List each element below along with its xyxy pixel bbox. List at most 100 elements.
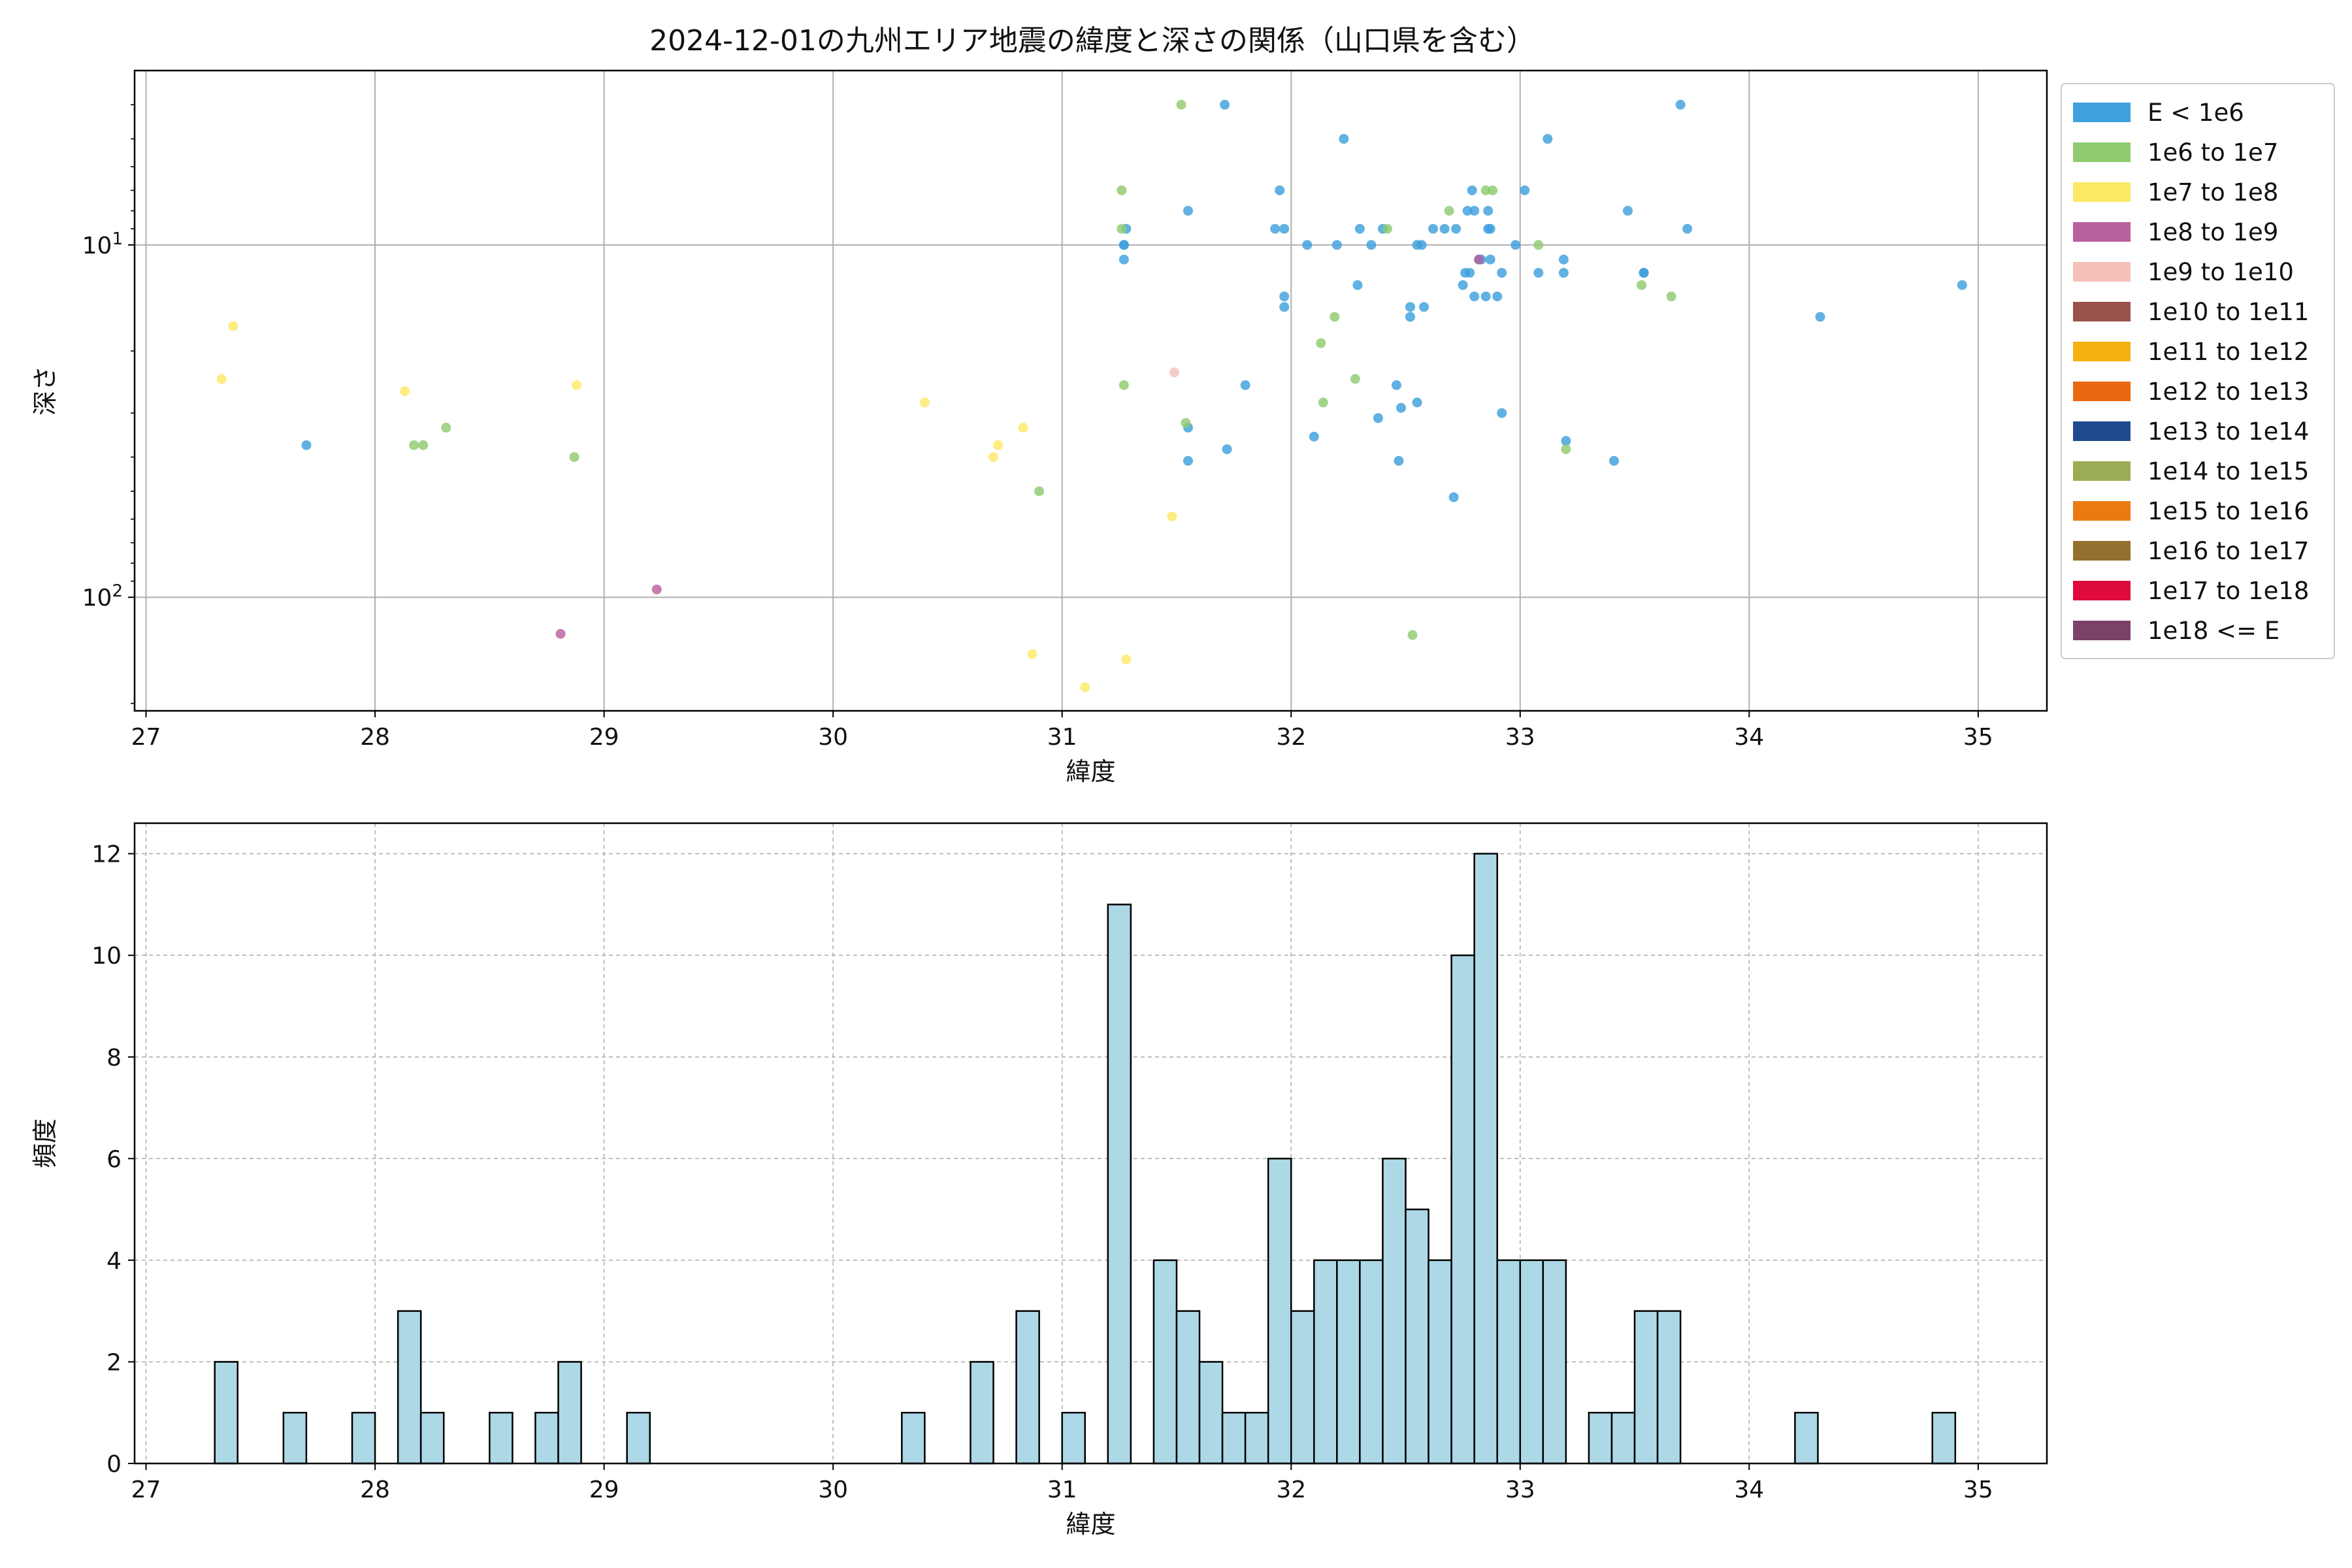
histogram-y-tick-label: 6 [106,1146,122,1173]
scatter-point [1027,649,1037,659]
scatter-y-tick-exponent: 1 [112,229,123,249]
scatter-point [572,380,582,391]
scatter-point [1018,423,1028,433]
scatter-point [1407,630,1418,640]
histogram-bar [1473,853,1498,1465]
scatter-point [1492,291,1503,302]
scatter-point [1543,134,1553,144]
legend-swatch [2073,222,2131,242]
scatter-point [1405,312,1416,322]
legend-label: 1e10 to 1e11 [2148,298,2309,326]
histogram-bar [1405,1208,1429,1465]
scatter-x-tick-label: 30 [818,724,848,751]
histogram-bar [1175,1310,1201,1465]
legend-label: 1e17 to 1e18 [2148,577,2309,605]
histogram-bar [1633,1310,1659,1465]
legend-label: 1e9 to 1e10 [2148,258,2294,286]
histogram-bar [1244,1411,1269,1465]
scatter-points [216,99,1967,693]
legend-label: 1e11 to 1e12 [2148,338,2309,366]
legend-swatch [2073,382,2131,401]
histogram-bar [1656,1310,1682,1465]
histogram-bar [626,1411,651,1465]
histogram-x-tick-label: 27 [131,1477,161,1503]
scatter-point [1558,254,1569,265]
legend-label: 1e6 to 1e7 [2148,139,2278,167]
scatter-point [1396,402,1406,413]
histogram-bars [214,853,1957,1465]
histogram-bar [1496,1259,1522,1465]
scatter-point [1480,291,1491,302]
scatter-y-tick-base: 10 [82,233,112,259]
scatter-point [1462,206,1473,216]
legend-label: E < 1e6 [2148,99,2244,127]
legend-swatch [2073,302,2131,321]
scatter-point [301,440,312,450]
scatter-point [1469,291,1480,302]
scatter-point [1350,374,1360,384]
scatter-point [1167,512,1177,522]
legend-swatch [2073,581,2131,600]
scatter-point [1183,455,1193,466]
scatter-point [1373,413,1383,423]
histogram-bar [970,1361,994,1465]
histogram-bar [489,1411,514,1465]
histogram-bar [901,1411,926,1465]
scatter-point [1339,134,1349,144]
legend-swatch [2073,461,2131,481]
scatter-point [228,321,238,331]
scatter-axes-frame [133,69,2048,712]
scatter-point [1469,206,1480,216]
scatter-point [400,386,410,397]
legend-swatch [2073,421,2131,441]
legend-label: 1e8 to 1e9 [2148,218,2278,246]
histogram-bar [214,1361,238,1465]
scatter-point [993,440,1004,450]
scatter-point [1448,492,1459,502]
scatter-x-tick-label: 34 [1734,724,1764,751]
scatter-point [1331,240,1342,250]
histogram-bar [1794,1411,1819,1465]
scatter-y-axis-label: 深さ [31,366,59,416]
histogram-axes-frame [133,822,2048,1465]
legend-swatch [2073,501,2131,521]
legend-swatch [2073,262,2131,282]
histogram-bar [1588,1411,1613,1465]
scatter-point [1485,254,1495,265]
histogram-y-tick-label: 12 [91,841,122,868]
legend-label: 1e18 <= E [2148,617,2279,645]
scatter-point [1080,682,1090,693]
scatter-point [988,452,999,463]
legend-label: 1e7 to 1e8 [2148,178,2278,206]
scatter-point [1316,338,1326,348]
legend-box [2061,83,2335,659]
scatter-y-tick-label: 102 [82,581,123,612]
scatter-x-tick-label: 33 [1505,724,1535,751]
histogram-bar [557,1361,582,1465]
legend-swatch [2073,103,2131,122]
scatter-point [216,374,227,384]
histogram-bar [534,1411,559,1465]
scatter-point [1666,291,1676,302]
histogram-bar [1542,1259,1567,1465]
histogram-x-tick-label: 30 [818,1477,848,1503]
histogram-bar [1152,1259,1178,1465]
scatter-point [1405,302,1416,312]
legend-swatch [2073,541,2131,561]
histogram-bar [397,1310,422,1465]
scatter-point [1220,99,1230,110]
scatter-point [1558,268,1569,278]
histogram-x-tick-label: 35 [1963,1477,1993,1503]
scatter-point [1119,240,1129,250]
scatter-point [1354,223,1365,234]
scatter-point [409,440,419,450]
histogram-y-tick-label: 4 [106,1248,122,1275]
scatter-y-tick-label: 101 [82,229,123,259]
scatter-point [1394,455,1404,466]
scatter-point [1497,408,1507,418]
scatter-x-tick-label: 29 [589,724,619,751]
histogram-y-tick-label: 10 [91,943,122,970]
scatter-point [1533,268,1544,278]
scatter-point [569,452,580,463]
chart-title: 2024-12-01の九州エリア地震の緯度と深さの関係（山口県を含む） [649,24,1535,57]
